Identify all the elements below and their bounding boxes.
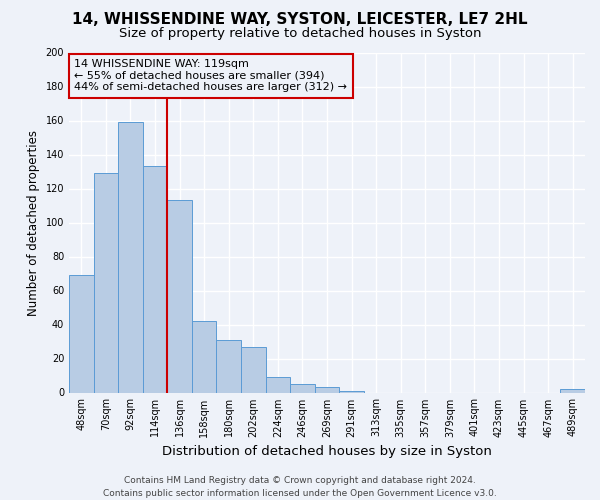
Bar bbox=[118, 122, 143, 392]
Bar bbox=[560, 389, 585, 392]
Bar bbox=[167, 200, 192, 392]
Bar bbox=[143, 166, 167, 392]
Bar bbox=[339, 391, 364, 392]
Y-axis label: Number of detached properties: Number of detached properties bbox=[27, 130, 40, 316]
Text: 14 WHISSENDINE WAY: 119sqm
← 55% of detached houses are smaller (394)
44% of sem: 14 WHISSENDINE WAY: 119sqm ← 55% of deta… bbox=[74, 60, 347, 92]
X-axis label: Distribution of detached houses by size in Syston: Distribution of detached houses by size … bbox=[162, 445, 492, 458]
Bar bbox=[69, 275, 94, 392]
Bar bbox=[241, 346, 266, 393]
Bar bbox=[94, 173, 118, 392]
Bar bbox=[192, 321, 217, 392]
Text: Contains HM Land Registry data © Crown copyright and database right 2024.
Contai: Contains HM Land Registry data © Crown c… bbox=[103, 476, 497, 498]
Text: 14, WHISSENDINE WAY, SYSTON, LEICESTER, LE7 2HL: 14, WHISSENDINE WAY, SYSTON, LEICESTER, … bbox=[72, 12, 528, 28]
Bar bbox=[217, 340, 241, 392]
Bar bbox=[290, 384, 315, 392]
Text: Size of property relative to detached houses in Syston: Size of property relative to detached ho… bbox=[119, 28, 481, 40]
Bar bbox=[266, 377, 290, 392]
Bar bbox=[315, 388, 339, 392]
